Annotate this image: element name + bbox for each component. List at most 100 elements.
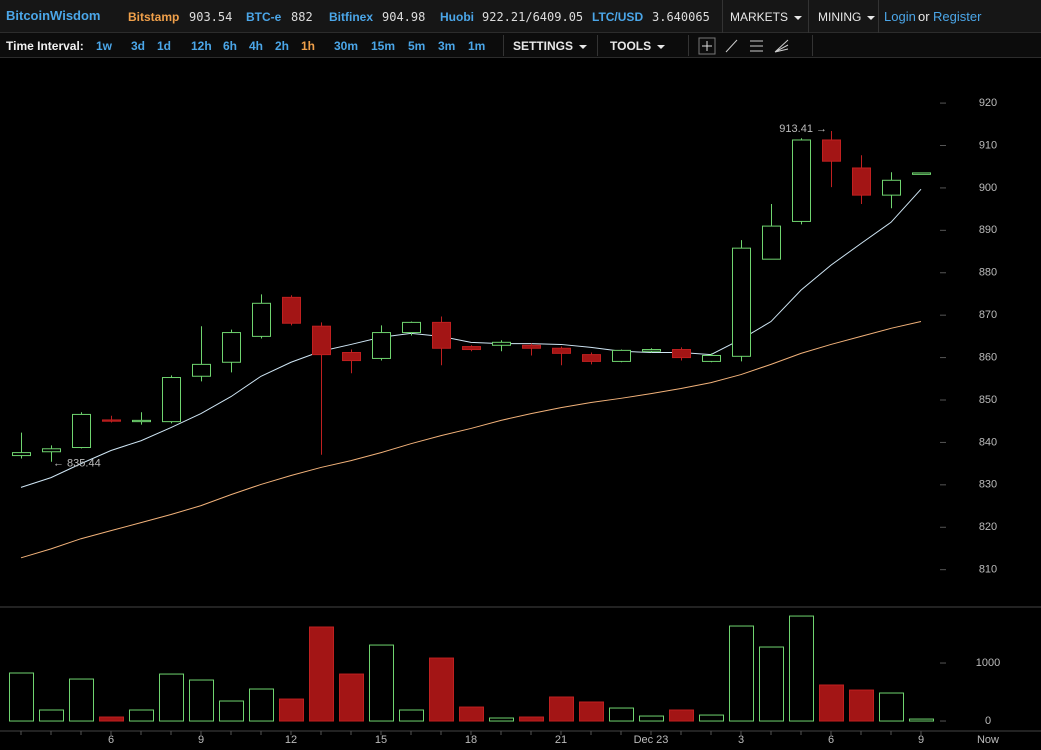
volume-bar [339, 673, 364, 722]
tool-icons [698, 37, 789, 55]
caret [579, 44, 588, 49]
interval-button[interactable]: 4h [249, 39, 264, 53]
menu[interactable]: MINING [818, 9, 876, 25]
x-tick-label: 3 [738, 734, 744, 746]
volume-bar [879, 692, 904, 722]
volume-bar [699, 714, 724, 722]
caret [794, 15, 803, 20]
ticker-price: 882 [291, 10, 313, 24]
interval-button[interactable]: 3d [131, 39, 146, 53]
x-tick-label: 15 [375, 734, 387, 746]
volume-bar [219, 700, 244, 722]
settings-menu[interactable]: SETTINGS [513, 38, 588, 54]
y-tick-label: 900 [979, 182, 997, 194]
y-tick-label: 870 [979, 309, 997, 321]
interval-button[interactable]: 12h [191, 39, 212, 53]
line-tool[interactable] [725, 39, 738, 53]
volume-bar [39, 709, 64, 722]
login-link[interactable]: Login [884, 9, 916, 24]
volume-bar [249, 688, 274, 722]
ticker-price: 904.98 [382, 10, 426, 24]
candle-body [252, 302, 271, 337]
candle-body [882, 179, 901, 196]
interval-button[interactable]: 6h [223, 39, 238, 53]
high-annotation: 913.41 → [779, 123, 827, 135]
candle-body [702, 354, 721, 362]
volume-bar [909, 718, 934, 722]
candle-body [432, 321, 451, 349]
x-tick-label: 21 [555, 734, 567, 746]
tools-menu[interactable]: TOOLS [610, 38, 666, 54]
candle-body [192, 363, 211, 377]
moving-average [20, 188, 922, 488]
interval-label: Time Interval: [6, 39, 84, 53]
y-tick-label: 850 [979, 394, 997, 406]
ticker-name[interactable]: Bitfinex [329, 10, 374, 24]
x-tick-label: 18 [465, 734, 477, 746]
candle-body [222, 332, 241, 363]
candle-body [282, 296, 301, 324]
y-tick-label: 880 [979, 267, 997, 279]
y-tick-label: 890 [979, 224, 997, 236]
volume-bar [159, 673, 184, 722]
menu[interactable]: MARKETS [730, 9, 803, 25]
ticker-name[interactable]: Huobi [440, 10, 474, 24]
menu-text: MARKETS [730, 10, 789, 24]
x-tick-label: 9 [918, 734, 924, 746]
y-tick-label: 840 [979, 436, 997, 448]
volume-bar [309, 626, 334, 722]
interval-button[interactable]: 1w [96, 39, 113, 53]
volume-bar [729, 625, 754, 722]
top-bar: BitcoinWisdom Login or Register Bitstamp… [0, 0, 1041, 33]
or-text: or [918, 9, 930, 24]
interval-button[interactable]: 15m [371, 39, 396, 53]
x-tick-label: Dec 23 [634, 734, 669, 746]
y-tick-label: 0 [985, 715, 991, 727]
candle-body [762, 225, 781, 260]
hline-tool[interactable] [750, 40, 763, 52]
ticker-name[interactable]: Bitstamp [128, 10, 180, 24]
candle-body [312, 325, 331, 356]
caret [867, 15, 876, 20]
brand[interactable]: BitcoinWisdom [6, 8, 101, 23]
x-tick-label: 12 [285, 734, 297, 746]
moving-average [20, 321, 922, 559]
fan-tool[interactable] [774, 39, 789, 53]
volume-bar [519, 716, 544, 722]
volume-bar [9, 672, 34, 722]
crosshair-tool[interactable] [698, 37, 716, 55]
candle-body [162, 377, 181, 423]
candle-body [732, 247, 751, 357]
candle-body [402, 321, 421, 334]
interval-button[interactable]: 5m [408, 39, 426, 53]
candle-body [792, 139, 811, 222]
candle-body [72, 413, 91, 449]
low-annotation: ← 835.44 [53, 458, 101, 470]
candle-body [612, 349, 631, 362]
candle-body [132, 419, 151, 423]
candle-body [522, 344, 541, 349]
candle-body [822, 139, 841, 162]
volume-bar [189, 679, 214, 722]
ticker-name[interactable]: LTC/USD [592, 10, 644, 24]
volume-bar [819, 684, 844, 722]
interval-button[interactable]: 1d [157, 39, 172, 53]
separator [597, 35, 598, 56]
volume-bar [669, 709, 694, 722]
menu-text: MINING [818, 10, 862, 24]
y-tick-label: 860 [979, 351, 997, 363]
interval-button[interactable]: 1h [301, 39, 316, 53]
volume-bar [789, 615, 814, 722]
interval-button[interactable]: 3m [438, 39, 456, 53]
tools-text: TOOLS [610, 39, 652, 53]
interval-button[interactable]: 2h [275, 39, 290, 53]
y-tick-label: 1000 [976, 657, 1000, 669]
x-tick-label: 6 [828, 734, 834, 746]
interval-button[interactable]: 30m [334, 39, 359, 53]
ticker-name[interactable]: BTC-e [246, 10, 282, 24]
candle-body [912, 172, 931, 175]
interval-button[interactable]: 1m [468, 39, 486, 53]
settings-text: SETTINGS [513, 39, 574, 53]
candle-body [492, 341, 511, 346]
register-link[interactable]: Register [933, 9, 982, 24]
